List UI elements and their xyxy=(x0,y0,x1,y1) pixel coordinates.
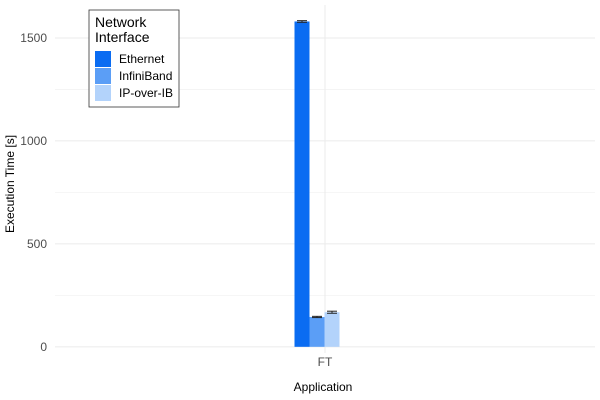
legend-title-line-1: Network xyxy=(95,14,147,30)
bar-ethernet xyxy=(294,21,310,347)
bar-ip-over-ib xyxy=(324,312,340,347)
error-bar xyxy=(327,310,337,314)
legend-swatch xyxy=(95,51,111,67)
y-tick-label: 0 xyxy=(40,340,47,354)
legend-label: IP-over-IB xyxy=(119,86,173,100)
legend: Network Interface Ethernet InfiniBand IP-o… xyxy=(88,9,180,108)
legend-label: InfiniBand xyxy=(119,69,172,83)
y-tick-labels: 0 500 1000 1500 xyxy=(20,31,47,354)
legend-label: Ethernet xyxy=(119,52,165,66)
bar-infiniband xyxy=(309,316,325,347)
legend-swatch xyxy=(95,68,111,84)
y-tick-label: 1500 xyxy=(20,31,47,45)
y-tick-label: 500 xyxy=(27,237,47,251)
y-axis-title: Execution Time [s] xyxy=(3,135,17,233)
error-bars xyxy=(297,20,337,319)
x-axis-title: Application xyxy=(294,380,353,394)
y-tick-label: 1000 xyxy=(20,134,47,148)
x-tick-labels: FT xyxy=(318,355,333,369)
error-bar xyxy=(297,20,307,23)
x-tick-label: FT xyxy=(318,355,333,369)
legend-items: Ethernet InfiniBand IP-over-IB xyxy=(95,51,173,101)
legend-swatch xyxy=(95,85,111,101)
bars xyxy=(294,21,340,347)
legend-title-line-2: Interface xyxy=(95,29,150,45)
error-bar xyxy=(312,315,322,319)
